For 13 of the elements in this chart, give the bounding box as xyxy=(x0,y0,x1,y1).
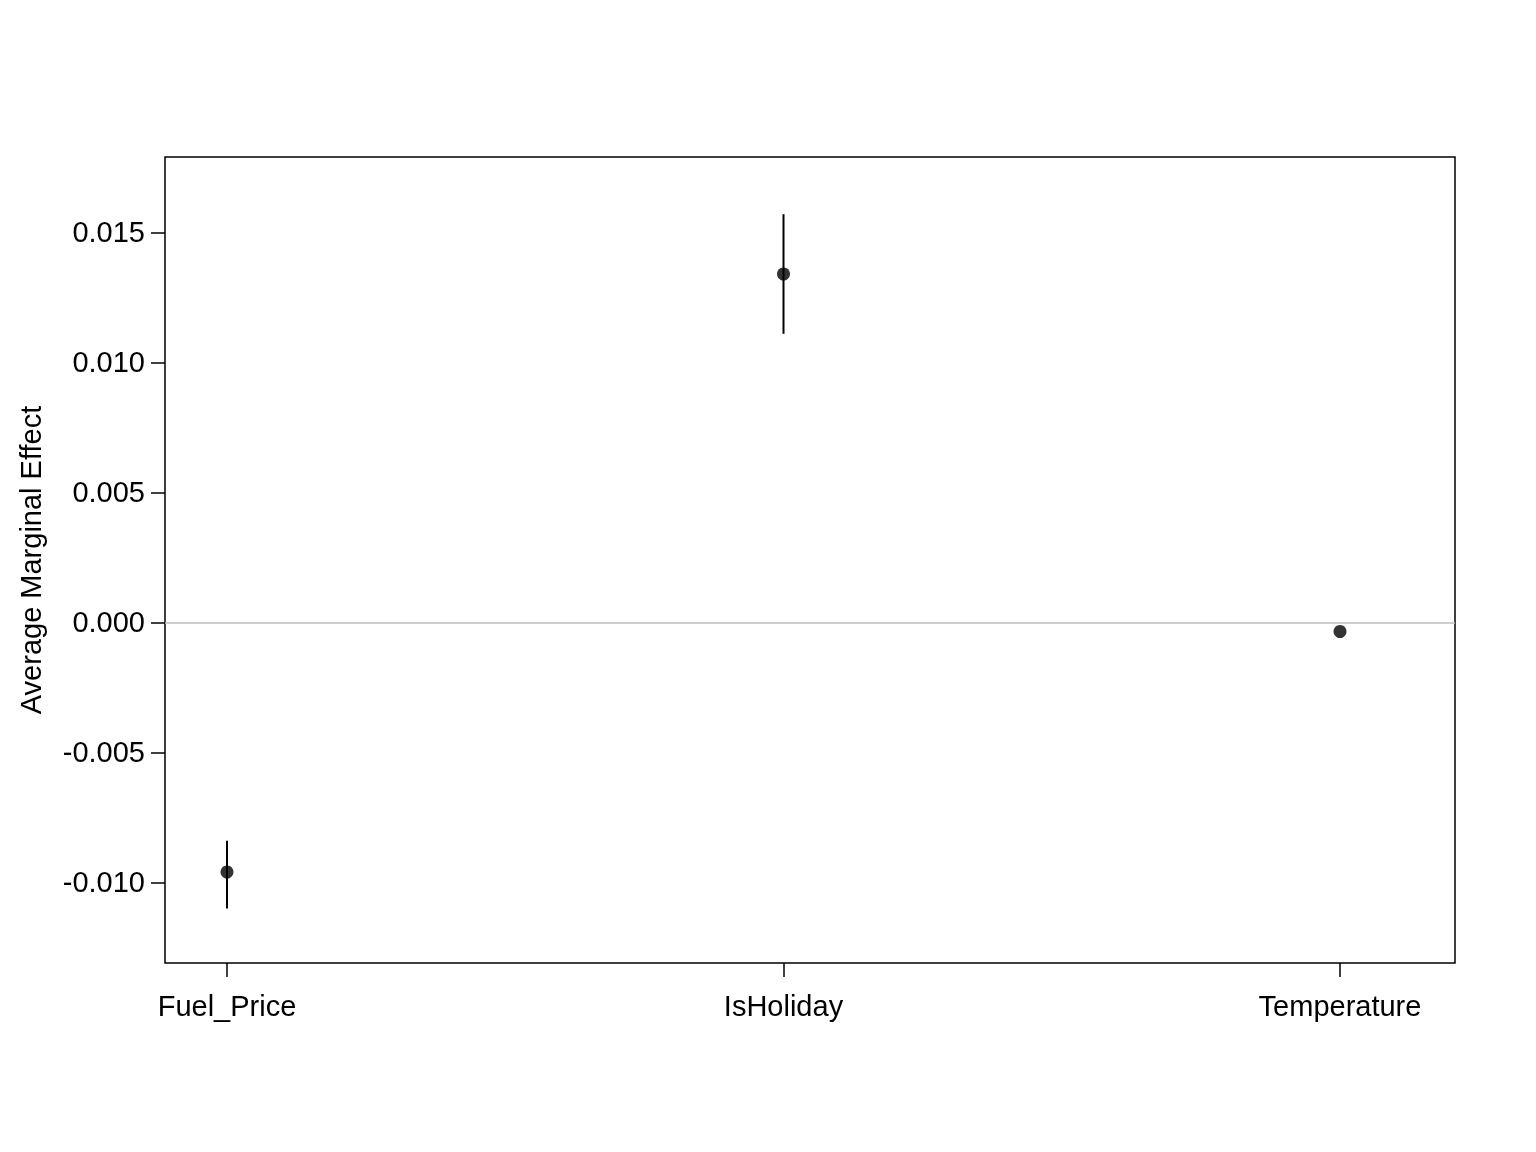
x-tick-label: Temperature xyxy=(1258,989,1422,1022)
y-tick-label: -0.010 xyxy=(62,866,145,899)
y-tick-label: 0.015 xyxy=(72,216,145,249)
x-tick-label: IsHoliday xyxy=(723,989,844,1022)
y-tick-label: -0.005 xyxy=(62,736,145,769)
y-tick-label: 0.005 xyxy=(72,476,145,509)
point xyxy=(1333,625,1347,638)
y-tick-label: 0.010 xyxy=(72,346,145,379)
point xyxy=(777,267,790,281)
y-axis-title: Average Marginal Effect xyxy=(14,405,47,715)
x-tick-label: Fuel_Price xyxy=(157,989,297,1022)
y-tick-label: 0.000 xyxy=(72,606,145,639)
point xyxy=(220,865,234,879)
